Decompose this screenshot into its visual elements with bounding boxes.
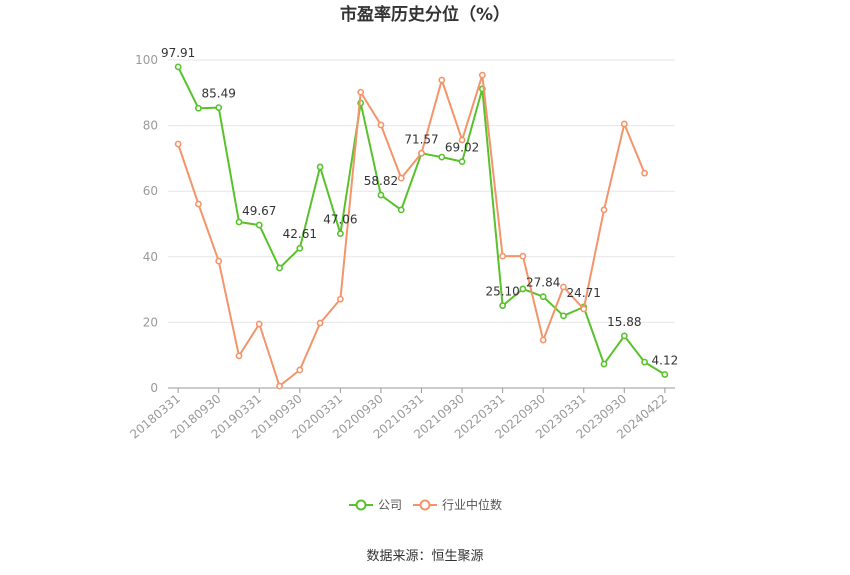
series-line-0: [177, 66, 666, 376]
y-tick-label: 0: [150, 381, 158, 395]
data-point-0: [235, 218, 243, 226]
data-point-1: [235, 352, 243, 360]
data-point-0: [458, 158, 466, 166]
data-point-0: [560, 312, 567, 320]
data-point-1: [560, 283, 567, 291]
data-point-0: [174, 63, 182, 71]
data-point-1: [600, 206, 608, 214]
data-point-0: [276, 264, 283, 272]
data-point-1: [357, 88, 365, 96]
data-point-1: [641, 169, 648, 177]
y-tick-label: 60: [143, 184, 158, 198]
data-point-0: [539, 293, 547, 301]
data-point-1: [174, 140, 182, 148]
grid-lines: [168, 59, 675, 323]
data-source: 数据来源：恒生聚源: [366, 549, 483, 564]
legend-item-industry-median[interactable]: 行业中位数: [413, 497, 502, 512]
data-point-0: [438, 153, 446, 161]
data-point-1: [438, 76, 446, 84]
data-point-1: [519, 252, 527, 260]
data-point-1: [580, 305, 588, 313]
data-point-0: [499, 302, 507, 310]
data-label: 24.71: [567, 286, 601, 300]
y-tick-label: 20: [143, 315, 158, 329]
x-axis: 2018033120180930201903312019093020200331…: [127, 387, 675, 442]
data-point-1: [316, 319, 324, 327]
data-label: 27.84: [526, 276, 560, 290]
data-point-0: [316, 163, 324, 171]
data-label: 71.57: [404, 132, 438, 146]
y-tick-label: 100: [135, 53, 158, 67]
data-point-0: [195, 104, 202, 112]
data-point-0: [661, 371, 669, 378]
data-point-1: [377, 121, 385, 129]
data-point-0: [255, 221, 263, 229]
legend: 公司 行业中位数: [349, 497, 502, 512]
data-label: 4.12: [652, 353, 679, 367]
data-label: 85.49: [202, 87, 236, 101]
data-point-1: [418, 149, 425, 157]
data-point-1: [336, 295, 344, 303]
y-tick-label: 40: [143, 250, 158, 264]
data-label: 15.88: [607, 315, 641, 329]
legend-marker-industry-median: [419, 499, 431, 511]
data-labels: 97.91 85.49 49.67 42.61 47.06 58.82 71.57 69.02…: [161, 46, 678, 368]
data-label: 42.61: [283, 227, 317, 241]
y-axis: 0 20 40 60 80 100: [135, 53, 158, 395]
data-point-1: [195, 200, 202, 208]
data-point-1: [397, 174, 405, 182]
series-line-1: [177, 74, 646, 387]
data-point-1: [296, 366, 304, 374]
data-point-1: [215, 257, 223, 265]
y-tick-label: 80: [143, 119, 158, 133]
chart-title: 市盈率历史分位（%）: [340, 4, 510, 25]
data-label: 47.06: [323, 213, 357, 227]
data-label: 58.82: [364, 174, 398, 188]
series-lines: [174, 63, 669, 390]
data-point-0: [296, 244, 304, 252]
legend-label-industry-median: 行业中位数: [442, 497, 502, 512]
data-point-0: [336, 230, 344, 238]
data-label: 97.91: [161, 46, 195, 60]
data-point-0: [620, 332, 628, 340]
legend-label-company: 公司: [378, 498, 402, 512]
data-point-1: [499, 252, 507, 260]
data-label: 69.02: [445, 141, 479, 155]
data-label: 25.10: [485, 285, 519, 299]
legend-item-company[interactable]: 公司: [349, 498, 402, 512]
data-point-1: [620, 120, 628, 128]
data-point-1: [458, 136, 466, 144]
data-label: 49.67: [242, 204, 276, 218]
data-point-0: [377, 191, 385, 199]
data-point-1: [255, 320, 263, 328]
data-point-0: [215, 104, 223, 111]
data-point-0: [600, 360, 608, 368]
data-point-0: [519, 285, 527, 293]
data-point-1: [478, 71, 486, 79]
data-point-1: [539, 336, 547, 344]
data-point-0: [641, 358, 648, 366]
legend-marker-company: [355, 499, 367, 511]
data-point-1: [276, 382, 283, 390]
data-point-0: [397, 206, 405, 214]
